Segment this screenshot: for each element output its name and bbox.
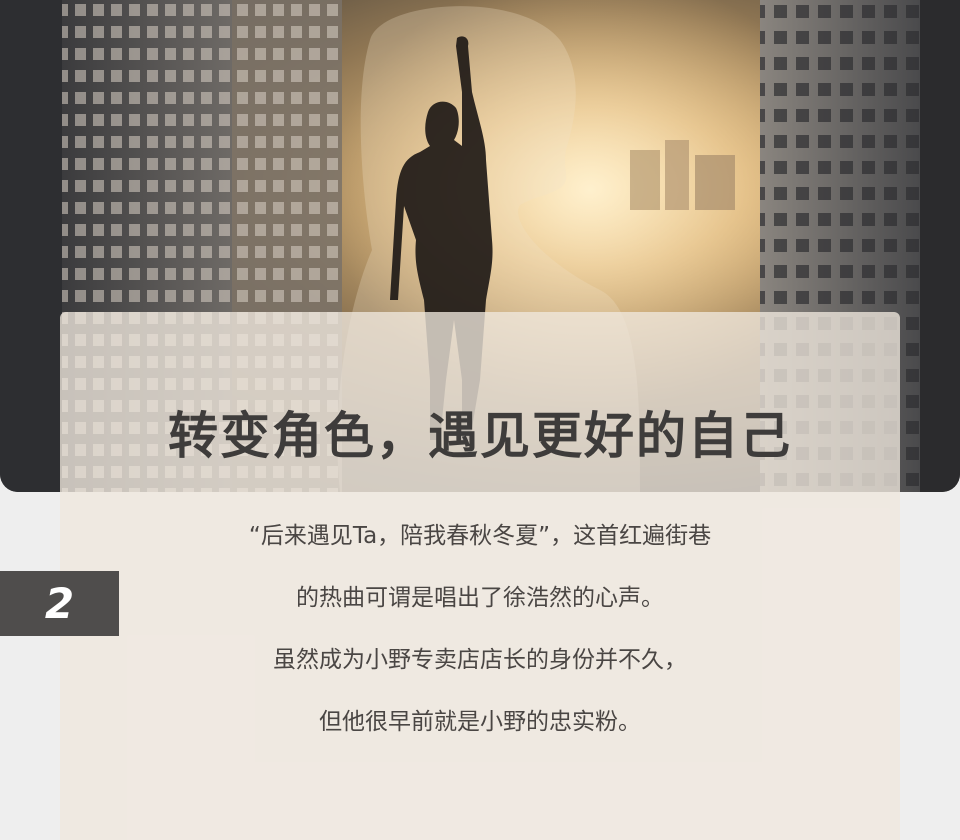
section-number-badge: 2 xyxy=(0,571,119,636)
text-card xyxy=(60,312,900,840)
body-line: 但他很早前就是小野的忠实粉。 xyxy=(319,709,641,735)
section-headline: 转变角色，遇见更好的自己 xyxy=(168,407,792,465)
body-line: 虽然成为小野专卖店店长的身份并不久， xyxy=(273,647,687,673)
body-line: 的热曲可谓是唱出了徐浩然的心声。 xyxy=(296,585,664,611)
body-paragraph: “后来遇见Ta，陪我春秋冬夏”，这首红遍街巷 的热曲可谓是唱出了徐浩然的心声。 … xyxy=(60,512,900,760)
body-line: “后来遇见Ta，陪我春秋冬夏”，这首红遍街巷 xyxy=(248,523,712,549)
